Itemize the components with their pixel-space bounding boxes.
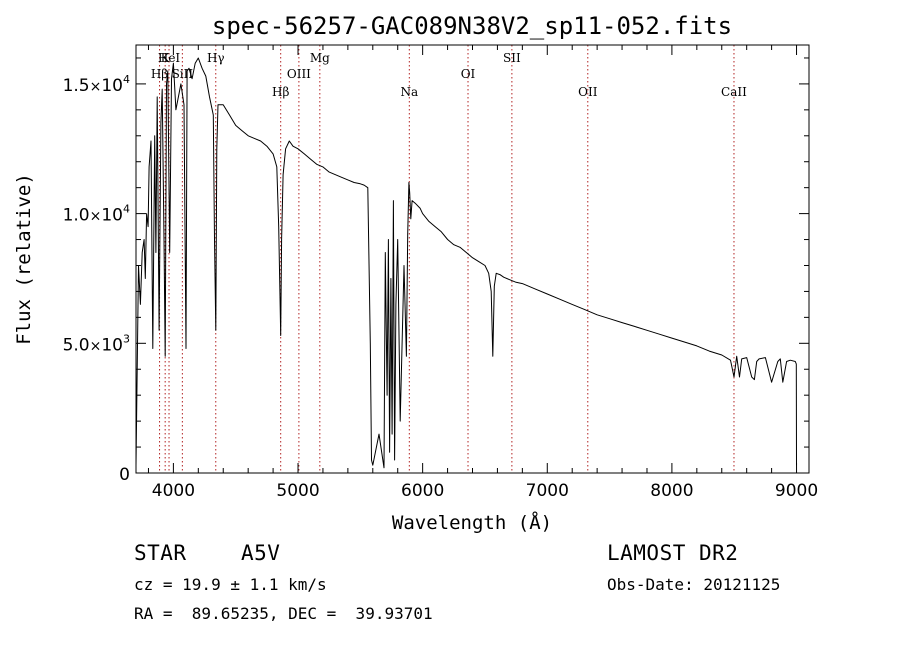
survey-name: LAMOST DR2 bbox=[607, 541, 739, 565]
x-axis-label: Wavelength (Å) bbox=[392, 511, 552, 534]
object-class: STAR bbox=[134, 541, 187, 565]
y-tick-label-0: 0 bbox=[119, 465, 130, 485]
line-marker-label-9: OI bbox=[461, 67, 476, 81]
line-marker-label-2: K bbox=[161, 51, 171, 65]
y-tick-label-1: 5.0×103 bbox=[63, 332, 130, 355]
line-marker-label-1: HeI bbox=[158, 51, 181, 65]
line-marker-label-4: Hγ bbox=[207, 51, 225, 65]
y-tick-label-3: 1.5×104 bbox=[63, 73, 130, 96]
line-marker-label-8: Na bbox=[400, 85, 418, 99]
line-marker-lines bbox=[159, 45, 735, 473]
x-tick-label-5: 9000 bbox=[775, 481, 818, 501]
x-tick-label-3: 7000 bbox=[526, 481, 569, 501]
line-marker-label-11: OII bbox=[578, 85, 598, 99]
line-marker-label-10: SII bbox=[503, 51, 521, 65]
line-marker-label-12: CaII bbox=[721, 85, 747, 99]
x-tick-label-4: 8000 bbox=[650, 481, 693, 501]
observation-date: Obs-Date: 20121125 bbox=[607, 575, 781, 594]
x-tick-label-2: 6000 bbox=[401, 481, 444, 501]
chart-title: spec-56257-GAC089N38V2_sp11-052.fits bbox=[212, 12, 732, 40]
x-tick-label-1: 5000 bbox=[276, 481, 319, 501]
spectrum-series bbox=[135, 57, 797, 469]
coordinates: RA = 89.65235, DEC = 39.93701 bbox=[134, 604, 433, 623]
y-axis: 0 5.0×103 1.0×104 1.5×104 bbox=[63, 57, 809, 485]
y-tick-label-2: 1.0×104 bbox=[63, 203, 130, 226]
redshift-velocity: cz = 19.9 ± 1.1 km/s bbox=[134, 575, 327, 594]
line-marker-label-7: Mg bbox=[310, 51, 330, 65]
line-marker-label-6: OIII bbox=[287, 67, 311, 81]
spectrum-line bbox=[135, 57, 797, 469]
line-marker-label-5: Hβ bbox=[272, 85, 289, 99]
x-axis: 4000 5000 6000 7000 8000 9000 bbox=[147, 45, 818, 501]
line-marker-label-3: SiII bbox=[172, 67, 194, 81]
spectral-subclass: A5V bbox=[241, 541, 281, 565]
x-tick-label-0: 4000 bbox=[152, 481, 195, 501]
y-axis-label: Flux (relative) bbox=[13, 173, 35, 345]
plot-frame bbox=[135, 44, 810, 474]
line-marker-label-0: Hβ bbox=[151, 67, 168, 81]
